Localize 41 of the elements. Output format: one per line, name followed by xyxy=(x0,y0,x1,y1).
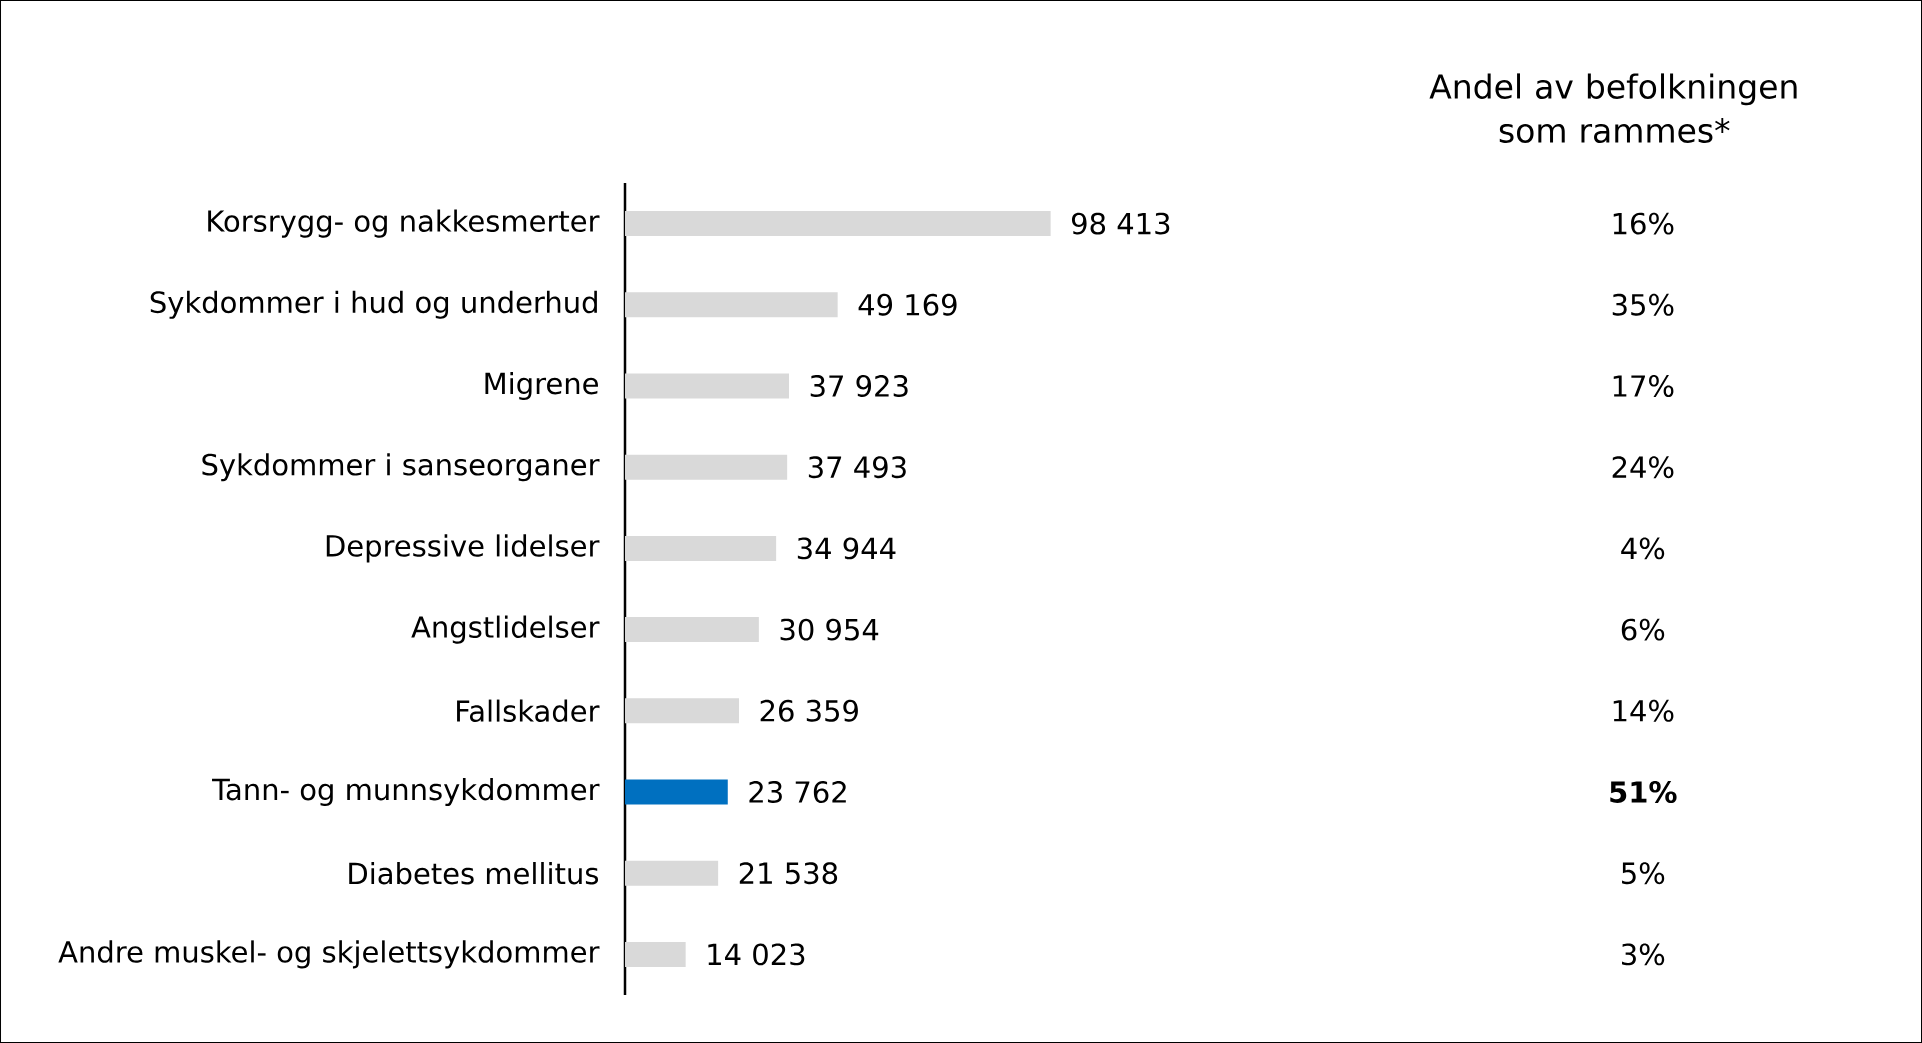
text: 6% xyxy=(1621,618,1665,641)
text: 24% xyxy=(1612,456,1674,479)
data-label: 49 169 xyxy=(858,293,957,316)
y-tick-label: Fallskader xyxy=(457,699,600,723)
y-tick-label: Angstlidelser xyxy=(411,615,600,644)
y-tick-label: Depressive lidelser xyxy=(326,534,600,563)
y-tick-label: Diabetes mellitus xyxy=(349,861,599,885)
data-label: 23 762 xyxy=(749,781,846,803)
bar xyxy=(625,211,1051,237)
data-label: 30 954 xyxy=(780,618,879,641)
text: 14% xyxy=(1613,699,1674,722)
y-tick-label: Tann- og munnsykdommer xyxy=(212,777,600,807)
data-label: 37 923 xyxy=(810,375,908,397)
text: 35% xyxy=(1612,293,1674,316)
data-label: 14 023 xyxy=(708,943,805,966)
data-label: 21 538 xyxy=(739,862,838,885)
data-label: 34 944 xyxy=(797,537,896,560)
y-tick-label: Andre muskel- og skjelettsykdommer xyxy=(58,940,600,969)
bar xyxy=(625,941,686,967)
y-tick-label: Migrene xyxy=(485,371,598,401)
bar xyxy=(625,454,788,480)
y-tick-label: Korsrygg- og nakkesmerter xyxy=(208,209,600,238)
y-tick-label: Sykdommer i sanseorganer xyxy=(202,453,600,482)
text: Andel av befolkningen som rammes* xyxy=(1429,73,1797,143)
bar xyxy=(625,617,759,643)
text: 4% xyxy=(1621,537,1665,560)
data-label: 37 493 xyxy=(808,456,906,479)
bar xyxy=(625,779,728,805)
data-label: 26 359 xyxy=(760,699,858,722)
y-tick-label: Sykdommer i hud og underhud xyxy=(150,290,597,319)
bar xyxy=(625,535,777,561)
bar xyxy=(625,373,790,399)
text: 16% xyxy=(1613,212,1674,235)
text: 3% xyxy=(1622,943,1665,966)
data-label: 98 413 xyxy=(1071,212,1170,235)
text: 51% xyxy=(1610,781,1677,803)
bar xyxy=(625,292,838,318)
text: 5% xyxy=(1622,862,1665,885)
text: 17% xyxy=(1613,375,1674,397)
bar xyxy=(625,698,739,724)
bar xyxy=(625,860,719,886)
